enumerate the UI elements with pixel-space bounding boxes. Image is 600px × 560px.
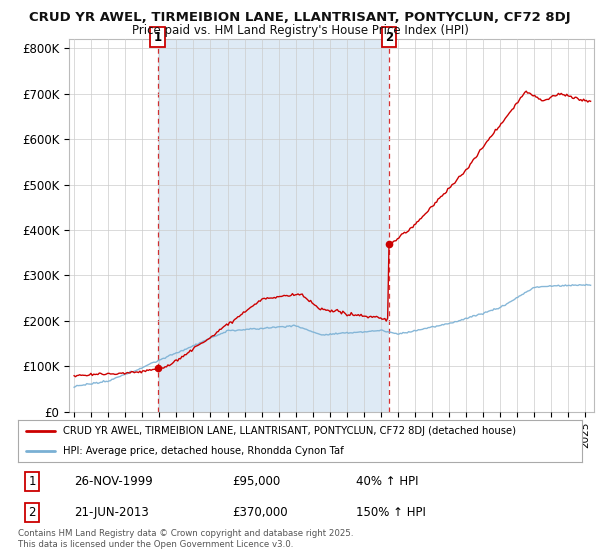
Bar (158, 39, 389, 412)
Text: 1: 1 (28, 475, 36, 488)
Text: 150% ↑ HPI: 150% ↑ HPI (356, 506, 426, 519)
Text: 26-NOV-1999: 26-NOV-1999 (74, 475, 153, 488)
Text: 40% ↑ HPI: 40% ↑ HPI (356, 475, 419, 488)
Text: £370,000: £370,000 (232, 506, 288, 519)
Text: CRUD YR AWEL, TIRMEIBION LANE, LLANTRISANT, PONTYCLUN, CF72 8DJ: CRUD YR AWEL, TIRMEIBION LANE, LLANTRISA… (29, 11, 571, 24)
Text: 2: 2 (385, 31, 393, 44)
Text: CRUD YR AWEL, TIRMEIBION LANE, LLANTRISANT, PONTYCLUN, CF72 8DJ (detached house): CRUD YR AWEL, TIRMEIBION LANE, LLANTRISA… (63, 426, 516, 436)
Text: Contains HM Land Registry data © Crown copyright and database right 2025.
This d: Contains HM Land Registry data © Crown c… (18, 529, 353, 549)
Text: 1: 1 (154, 31, 161, 44)
Text: HPI: Average price, detached house, Rhondda Cynon Taf: HPI: Average price, detached house, Rhon… (63, 446, 344, 456)
Text: Price paid vs. HM Land Registry's House Price Index (HPI): Price paid vs. HM Land Registry's House … (131, 24, 469, 36)
Text: 21-JUN-2013: 21-JUN-2013 (74, 506, 149, 519)
Text: £95,000: £95,000 (232, 475, 281, 488)
Text: 2: 2 (28, 506, 36, 519)
